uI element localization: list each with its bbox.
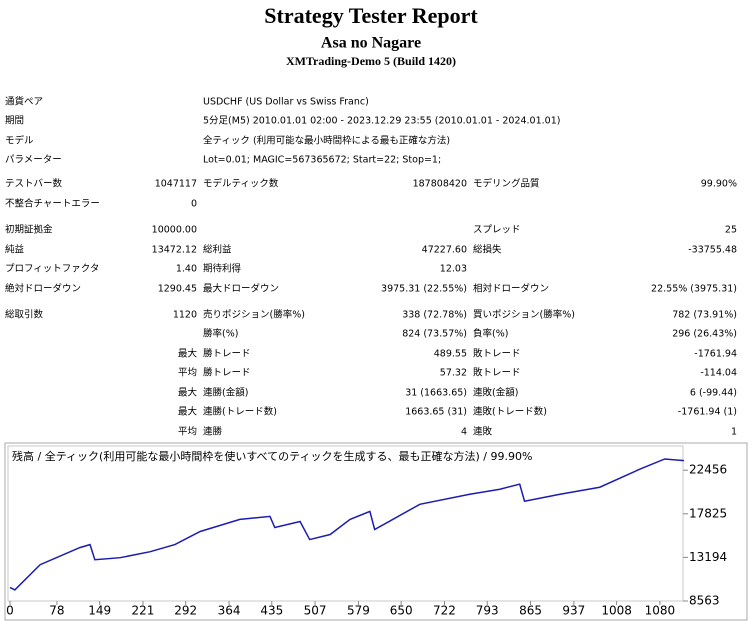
x-tick-label: 78	[49, 604, 64, 618]
cell-label: 相対ドローダウン	[473, 283, 549, 295]
cell-label: テストバー数	[5, 178, 63, 190]
cell-label: 期待利得	[203, 263, 242, 275]
y-tick-label: 17825	[689, 506, 727, 520]
cell-value: 782 (73.91%)	[672, 310, 737, 321]
cell-value: 0	[191, 199, 197, 210]
cell-label: 連勝	[203, 426, 223, 438]
cell-value: 最大	[178, 387, 198, 399]
cell-value: 全ティック (利用可能な最小時間枠による最も正確な方法)	[203, 135, 450, 147]
cell-label: 敗トレード	[473, 348, 521, 360]
cell-label: 連勝(金額)	[203, 387, 248, 399]
x-tick-label: 435	[260, 604, 283, 618]
cell-label: 初期証拠金	[5, 224, 53, 236]
x-tick-label: 1080	[645, 604, 676, 618]
chart-title: 残高 / 全ティック(利用可能な最小時間枠を使いすべてのティックを生成する、最も…	[12, 449, 532, 463]
cell-label: 期間	[5, 116, 24, 127]
x-tick-label: 292	[174, 604, 197, 618]
x-tick-label: 937	[562, 604, 585, 618]
cell-value: 平均	[178, 367, 197, 379]
cell-label: モデルティック数	[203, 178, 279, 190]
cell-label: 勝トレード	[203, 367, 251, 379]
cell-label: 総損失	[473, 244, 502, 256]
cell-value: 最大	[178, 348, 198, 360]
cell-value: 1.40	[176, 264, 197, 275]
cell-value: -33755.48	[688, 245, 737, 256]
cell-value: 1047117	[155, 179, 197, 190]
cell-label: 勝トレード	[203, 348, 251, 360]
cell-value: 4	[461, 427, 467, 438]
cell-label: 純益	[5, 244, 25, 256]
cell-value: 489.55	[434, 349, 467, 360]
cell-value: 31 (1663.65)	[405, 388, 467, 399]
x-tick-label: 507	[304, 604, 327, 618]
cell-value: USDCHF (US Dollar vs Swiss Franc)	[203, 97, 369, 108]
cell-value: 338 (72.78%)	[402, 310, 467, 321]
y-tick-label: 13194	[689, 550, 727, 564]
cell-value: 5分足(M5) 2010.01.01 02:00 - 2023.12.29 23…	[203, 116, 560, 127]
cell-label: 敗トレード	[473, 367, 521, 379]
cell-label: プロフィットファクタ	[5, 264, 99, 275]
broker: XMTrading-Demo 5 (Build 1420)	[286, 54, 456, 68]
y-tick-label: 22456	[689, 463, 727, 477]
cell-value: Lot=0.01; MAGIC=567365672; Start=22; Sto…	[203, 155, 441, 166]
cell-label: 総取引数	[5, 309, 44, 321]
x-tick-label: 722	[433, 604, 456, 618]
cell-label: 不整合チャートエラー	[5, 198, 100, 210]
cell-label: 連勝(トレード数)	[203, 406, 277, 418]
cell-value: 最大	[178, 406, 198, 418]
cell-label: 連敗	[473, 426, 493, 438]
cell-value: 22.55% (3975.31)	[651, 284, 737, 295]
cell-label: パラメーター	[5, 155, 62, 166]
cell-label: 通貨ペア	[5, 96, 43, 108]
cell-label: 絶対ドローダウン	[5, 283, 81, 295]
cell-value: 1290.45	[158, 284, 197, 295]
cell-value: 1663.65 (31)	[405, 407, 467, 418]
title: Strategy Tester Report	[264, 3, 478, 28]
y-tick-label: 8563	[689, 594, 720, 608]
cell-value: 1	[731, 427, 737, 438]
cell-label: モデリング品質	[473, 178, 540, 190]
x-tick-label: 793	[476, 604, 499, 618]
x-tick-label: 364	[218, 604, 241, 618]
cell-label: 買いポジション(勝率%)	[473, 309, 575, 321]
cell-value: 13472.12	[152, 245, 197, 256]
cell-value: 57.32	[440, 368, 467, 379]
cell-value: -114.04	[700, 368, 737, 379]
cell-value: 3975.31 (22.55%)	[381, 284, 467, 295]
x-tick-label: 149	[88, 604, 111, 618]
cell-label: 最大ドローダウン	[203, 283, 279, 295]
cell-label: スプレッド	[473, 225, 521, 236]
x-tick-label: 650	[390, 604, 413, 618]
cell-value: 12.03	[440, 264, 467, 275]
x-tick-label: 221	[132, 604, 155, 618]
cell-label: 総利益	[203, 244, 232, 256]
cell-label: 連敗(金額)	[473, 387, 518, 399]
cell-value: 47227.60	[422, 245, 467, 256]
cell-value: -1761.94	[694, 349, 737, 360]
x-tick-label: 1008	[601, 604, 632, 618]
balance-line	[9, 458, 685, 591]
x-tick-label: 0	[6, 604, 14, 618]
x-tick-label: 579	[347, 604, 370, 618]
cell-value: 10000.00	[152, 225, 197, 236]
cell-value: -1761.94 (1)	[678, 407, 737, 418]
cell-value: 99.90%	[701, 179, 737, 190]
cell-label: 連敗(トレード数)	[473, 406, 547, 418]
cell-value: 6 (-99.44)	[690, 388, 737, 399]
cell-label: 負率(%)	[473, 328, 508, 340]
cell-value: 824 (73.57%)	[402, 329, 467, 340]
cell-value: 1120	[173, 310, 197, 321]
cell-value: 187808420	[413, 179, 467, 190]
subtitle: Asa no Nagare	[321, 35, 421, 52]
cell-value: 296 (26.43%)	[672, 329, 737, 340]
cell-value: 平均	[178, 426, 197, 438]
cell-label: 勝率(%)	[203, 328, 238, 340]
cell-label: モデル	[5, 135, 34, 147]
cell-label: 売りポジション(勝率%)	[203, 309, 305, 321]
x-tick-label: 865	[519, 604, 542, 618]
cell-value: 25	[725, 225, 737, 236]
